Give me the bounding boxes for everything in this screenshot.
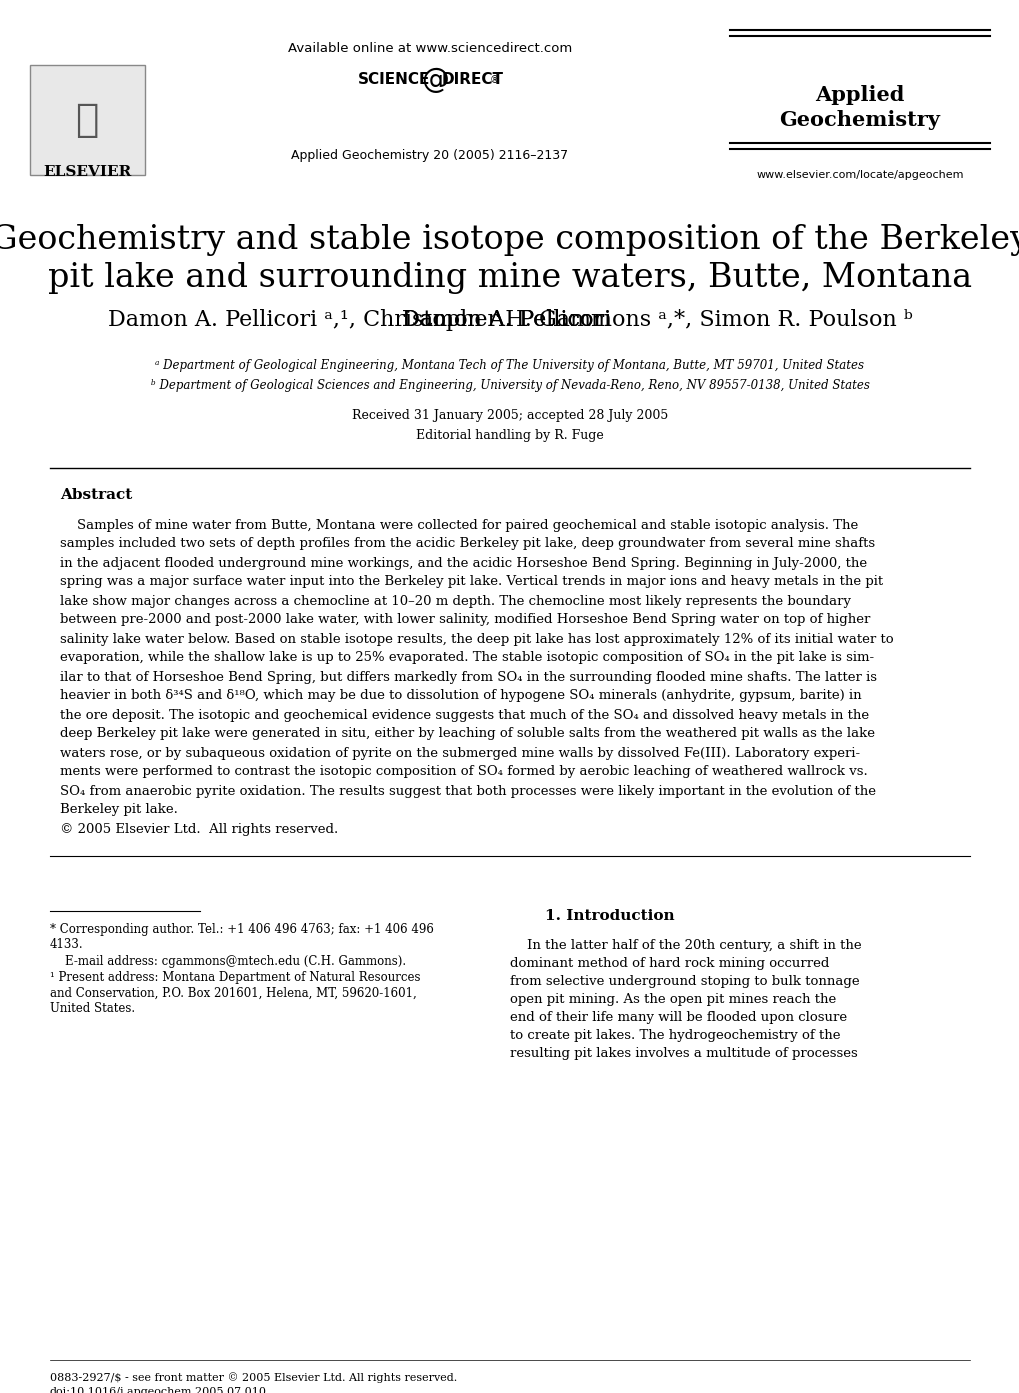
Text: to create pit lakes. The hydrogeochemistry of the: to create pit lakes. The hydrogeochemist…: [510, 1029, 840, 1042]
Text: ments were performed to contrast the isotopic composition of SO₄ formed by aerob: ments were performed to contrast the iso…: [60, 766, 867, 779]
Text: Damon A. Pellicori: Damon A. Pellicori: [401, 309, 618, 332]
Text: samples included two sets of depth profiles from the acidic Berkeley pit lake, d: samples included two sets of depth profi…: [60, 538, 874, 550]
Text: www.elsevier.com/locate/apgeochem: www.elsevier.com/locate/apgeochem: [755, 170, 963, 180]
Text: Abstract: Abstract: [60, 488, 132, 501]
Text: ᵃ Department of Geological Engineering, Montana Tech of The University of Montan: ᵃ Department of Geological Engineering, …: [155, 358, 864, 372]
Text: © 2005 Elsevier Ltd.  All rights reserved.: © 2005 Elsevier Ltd. All rights reserved…: [60, 822, 338, 836]
Text: heavier in both δ³⁴S and δ¹⁸O, which may be due to dissolution of hypogene SO₄ m: heavier in both δ³⁴S and δ¹⁸O, which may…: [60, 690, 861, 702]
Text: doi:10.1016/j.apgeochem.2005.07.010: doi:10.1016/j.apgeochem.2005.07.010: [50, 1387, 267, 1393]
Text: in the adjacent flooded underground mine workings, and the acidic Horseshoe Bend: in the adjacent flooded underground mine…: [60, 556, 866, 570]
Text: dominant method of hard rock mining occurred: dominant method of hard rock mining occu…: [510, 957, 828, 971]
Text: Berkeley pit lake.: Berkeley pit lake.: [60, 804, 177, 816]
Text: 1. Introduction: 1. Introduction: [544, 910, 675, 924]
Text: resulting pit lakes involves a multitude of processes: resulting pit lakes involves a multitude…: [510, 1048, 857, 1060]
Text: * Corresponding author. Tel.: +1 406 496 4763; fax: +1 406 496: * Corresponding author. Tel.: +1 406 496…: [50, 922, 433, 936]
Text: the ore deposit. The isotopic and geochemical evidence suggests that much of the: the ore deposit. The isotopic and geoche…: [60, 709, 868, 722]
Text: spring was a major surface water input into the Berkeley pit lake. Vertical tren: spring was a major surface water input i…: [60, 575, 882, 588]
Text: 4133.: 4133.: [50, 939, 84, 951]
Text: end of their life many will be flooded upon closure: end of their life many will be flooded u…: [510, 1011, 847, 1024]
Text: In the latter half of the 20th century, a shift in the: In the latter half of the 20th century, …: [510, 939, 861, 953]
Text: Applied Geochemistry 20 (2005) 2116–2137: Applied Geochemistry 20 (2005) 2116–2137: [291, 149, 568, 162]
Text: deep Berkeley pit lake were generated in situ, either by leaching of soluble sal: deep Berkeley pit lake were generated in…: [60, 727, 874, 741]
Text: Received 31 January 2005; accepted 28 July 2005: Received 31 January 2005; accepted 28 Ju…: [352, 408, 667, 422]
Text: salinity lake water below. Based on stable isotope results, the deep pit lake ha: salinity lake water below. Based on stab…: [60, 632, 893, 645]
Text: evaporation, while the shallow lake is up to 25% evaporated. The stable isotopic: evaporation, while the shallow lake is u…: [60, 652, 873, 664]
Text: from selective underground stoping to bulk tonnage: from selective underground stoping to bu…: [510, 975, 859, 989]
Text: E-mail address: cgammons@mtech.edu (C.H. Gammons).: E-mail address: cgammons@mtech.edu (C.H.…: [50, 954, 406, 968]
Text: pit lake and surrounding mine waters, Butte, Montana: pit lake and surrounding mine waters, Bu…: [48, 262, 971, 294]
Text: DIRECT: DIRECT: [441, 72, 503, 88]
Bar: [30, 65, 145, 176]
Text: Damon A. Pellicori: Damon A. Pellicori: [401, 309, 618, 332]
Text: lake show major changes across a chemocline at 10–20 m depth. The chemocline mos: lake show major changes across a chemocl…: [60, 595, 850, 607]
Text: Available online at www.sciencedirect.com: Available online at www.sciencedirect.co…: [287, 42, 572, 54]
Text: Damon A. Pellicori ᵃ,¹, Christopher H. Gammons ᵃ,*, Simon R. Poulson ᵇ: Damon A. Pellicori ᵃ,¹, Christopher H. G…: [108, 309, 911, 332]
Text: ¹ Present address: Montana Department of Natural Resources: ¹ Present address: Montana Department of…: [50, 971, 420, 983]
Text: Applied: Applied: [814, 85, 904, 104]
Text: SO₄ from anaerobic pyrite oxidation. The results suggest that both processes wer: SO₄ from anaerobic pyrite oxidation. The…: [60, 784, 875, 798]
Text: @: @: [421, 65, 448, 93]
Text: ᵇ Department of Geological Sciences and Engineering, University of Nevada-Reno, : ᵇ Department of Geological Sciences and …: [151, 379, 868, 391]
Text: and Conservation, P.O. Box 201601, Helena, MT, 59620-1601,: and Conservation, P.O. Box 201601, Helen…: [50, 986, 417, 1000]
Text: ilar to that of Horseshoe Bend Spring, but differs markedly from SO₄ in the surr: ilar to that of Horseshoe Bend Spring, b…: [60, 670, 876, 684]
Text: 🌳: 🌳: [75, 102, 99, 139]
Text: SCIENCE: SCIENCE: [358, 72, 430, 88]
Text: ELSEVIER: ELSEVIER: [43, 164, 131, 178]
Text: between pre-2000 and post-2000 lake water, with lower salinity, modified Horsesh: between pre-2000 and post-2000 lake wate…: [60, 613, 869, 627]
Text: 0883-2927/$ - see front matter © 2005 Elsevier Ltd. All rights reserved.: 0883-2927/$ - see front matter © 2005 El…: [50, 1372, 457, 1383]
Text: open pit mining. As the open pit mines reach the: open pit mining. As the open pit mines r…: [510, 993, 836, 1007]
Text: waters rose, or by subaqueous oxidation of pyrite on the submerged mine walls by: waters rose, or by subaqueous oxidation …: [60, 747, 859, 759]
Text: Editorial handling by R. Fuge: Editorial handling by R. Fuge: [416, 429, 603, 442]
Text: ®: ®: [489, 75, 499, 85]
Text: Geochemistry and stable isotope composition of the Berkeley: Geochemistry and stable isotope composit…: [0, 224, 1019, 256]
Text: Geochemistry: Geochemistry: [779, 110, 940, 130]
Text: Samples of mine water from Butte, Montana were collected for paired geochemical : Samples of mine water from Butte, Montan…: [60, 518, 857, 532]
Text: United States.: United States.: [50, 1003, 135, 1015]
